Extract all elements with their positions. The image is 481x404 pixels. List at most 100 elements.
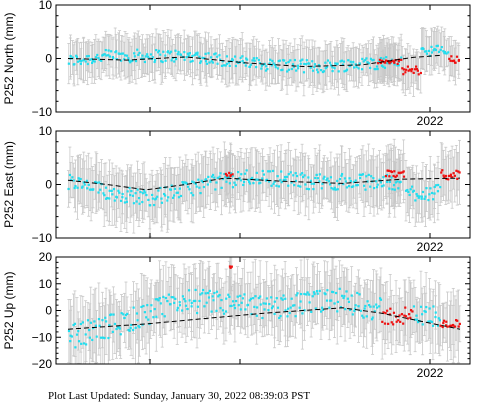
data-point	[392, 184, 396, 187]
data-point	[203, 305, 206, 308]
data-point	[205, 62, 209, 65]
data-point	[272, 62, 275, 65]
data-point	[67, 187, 70, 191]
data-point	[314, 307, 317, 310]
data-point	[175, 191, 178, 194]
data-point	[97, 191, 100, 194]
data-point	[272, 182, 275, 185]
data-point	[197, 178, 200, 181]
data-point	[119, 333, 122, 336]
data-point	[336, 62, 339, 65]
data-point	[407, 69, 410, 72]
data-point	[257, 178, 260, 181]
y-axis-label: P252 North (mm)	[2, 12, 16, 104]
data-point	[350, 185, 353, 189]
data-point	[86, 62, 89, 66]
data-point	[290, 181, 293, 184]
data-point	[379, 181, 383, 184]
data-point	[208, 289, 211, 292]
data-point	[393, 170, 396, 173]
data-point	[423, 50, 427, 53]
data-point	[110, 313, 113, 316]
data-point	[172, 296, 175, 299]
data-point	[157, 299, 160, 302]
data-point	[232, 300, 235, 303]
data-point	[284, 297, 287, 300]
data-point	[77, 330, 80, 333]
data-point	[370, 318, 374, 321]
data-point	[152, 316, 155, 319]
data-point	[321, 308, 325, 311]
data-point	[243, 172, 247, 175]
data-point	[455, 55, 459, 58]
data-point	[375, 186, 379, 189]
data-point	[239, 308, 242, 311]
data-point	[121, 192, 124, 196]
data-point	[375, 180, 378, 183]
data-point	[421, 323, 424, 326]
data-point	[160, 60, 163, 63]
data-point	[118, 327, 121, 330]
data-point	[261, 177, 264, 180]
data-point	[173, 301, 176, 305]
data-point	[429, 187, 432, 190]
data-point	[265, 297, 268, 300]
data-point	[156, 298, 159, 301]
data-point	[369, 57, 372, 60]
data-point	[443, 50, 446, 54]
data-point	[129, 193, 132, 197]
data-point	[112, 313, 115, 316]
data-point	[213, 53, 216, 56]
data-point	[171, 196, 175, 199]
data-point	[458, 322, 461, 325]
model-trend-line	[67, 54, 441, 68]
data-point	[283, 59, 286, 62]
model-trend-line	[67, 177, 461, 191]
data-point	[453, 325, 457, 328]
data-point	[307, 176, 310, 179]
data-point	[322, 70, 326, 73]
data-point	[332, 291, 335, 294]
data-point	[242, 180, 246, 184]
data-point	[365, 315, 368, 318]
data-point	[433, 192, 436, 195]
data-point	[79, 62, 83, 65]
data-point	[393, 61, 396, 64]
data-point	[455, 319, 458, 322]
data-point	[366, 300, 369, 303]
data-point	[268, 180, 271, 183]
data-point	[384, 61, 387, 64]
data-point	[388, 62, 391, 65]
data-point	[95, 181, 98, 184]
data-point	[378, 58, 381, 61]
data-point	[402, 170, 405, 173]
data-point	[338, 177, 342, 181]
data-point	[157, 51, 160, 54]
data-point	[408, 313, 411, 316]
data-point	[311, 60, 314, 63]
data-point	[191, 180, 194, 183]
data-point	[248, 299, 251, 302]
data-point	[434, 315, 437, 319]
data-point	[98, 58, 101, 61]
data-point	[259, 295, 262, 298]
data-point	[129, 61, 132, 64]
data-point	[144, 191, 147, 194]
data-point	[108, 324, 111, 327]
data-point	[347, 300, 351, 303]
data-point	[428, 193, 431, 196]
data-point	[203, 57, 206, 60]
data-point	[183, 181, 186, 184]
data-point	[358, 62, 362, 65]
data-point	[374, 68, 377, 71]
data-point	[432, 49, 435, 52]
data-point	[434, 48, 438, 52]
data-point	[454, 61, 457, 64]
data-point	[318, 173, 321, 176]
data-point	[164, 59, 167, 62]
data-point	[216, 55, 219, 58]
data-point	[153, 60, 156, 64]
data-point	[151, 193, 154, 197]
data-point	[323, 175, 326, 178]
data-point	[164, 296, 168, 300]
